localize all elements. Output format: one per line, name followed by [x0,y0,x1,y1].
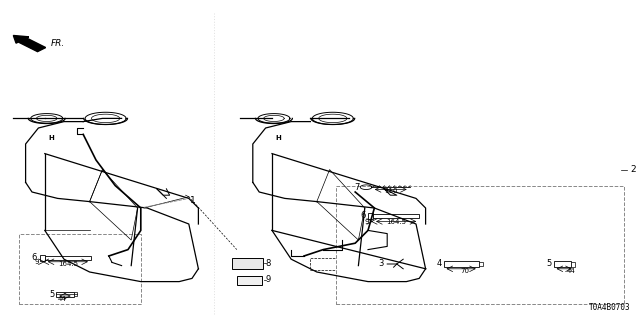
Bar [310,258,368,270]
Text: 9: 9 [364,220,369,225]
Bar [45,256,91,260]
Text: 44: 44 [58,296,67,302]
Text: 3: 3 [379,260,384,268]
Text: 8: 8 [266,259,271,268]
Text: 9: 9 [35,260,40,265]
Text: FR.: FR. [51,39,65,48]
Text: 70: 70 [460,268,469,274]
FancyBboxPatch shape [19,234,141,304]
Text: 5: 5 [49,290,54,299]
Text: 164.5: 164.5 [58,261,78,267]
Text: 7: 7 [355,183,360,192]
Text: 9: 9 [266,276,271,284]
Bar [40,255,45,261]
Bar [571,262,575,267]
Text: 110: 110 [384,188,398,194]
Text: H: H [49,135,54,140]
Bar [444,261,479,267]
Text: 164.5: 164.5 [386,220,406,225]
Text: 4: 4 [436,260,442,268]
Bar [368,213,373,219]
Bar [74,292,77,296]
Text: 5: 5 [547,260,552,268]
Text: 6: 6 [361,212,366,220]
Text: H: H [276,135,281,140]
Text: 6: 6 [31,253,36,262]
Text: 2: 2 [630,165,636,174]
Bar [56,292,74,297]
Text: T0A4B0703: T0A4B0703 [589,303,630,312]
FancyArrow shape [13,36,45,52]
Text: 44: 44 [567,268,576,274]
Bar [232,258,263,269]
Bar [237,276,262,285]
Bar [373,214,419,218]
Bar [479,262,483,266]
Text: 1: 1 [190,196,196,204]
FancyBboxPatch shape [336,186,624,304]
Bar [554,261,571,267]
